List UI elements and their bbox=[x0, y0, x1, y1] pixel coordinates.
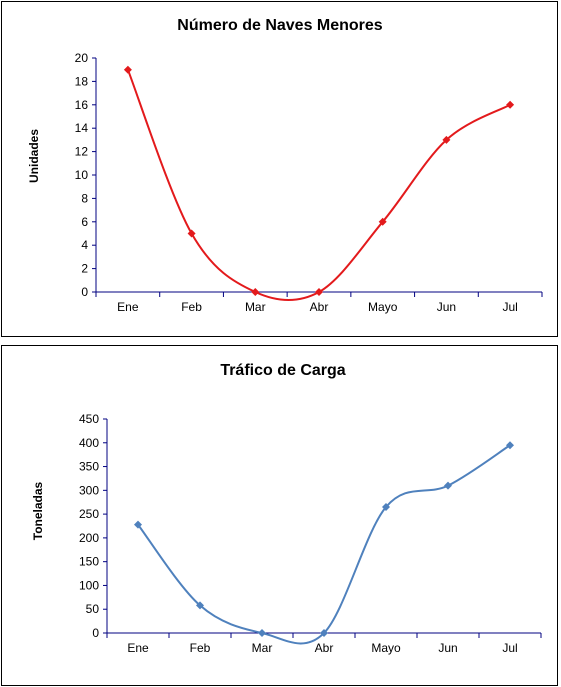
y-tick-label: 4 bbox=[81, 238, 88, 252]
series-line bbox=[126, 69, 511, 302]
y-tick-label: 12 bbox=[75, 145, 89, 159]
y-tick-label: 350 bbox=[79, 460, 99, 474]
x-tick-label: Mayo bbox=[368, 300, 398, 314]
x-tick-label: Ene bbox=[127, 641, 149, 655]
y-tick-label: 14 bbox=[75, 121, 89, 135]
data-point-marker bbox=[187, 229, 196, 238]
y-axis-label: Toneladas bbox=[31, 481, 45, 540]
data-point-marker bbox=[506, 441, 514, 450]
chart-naves-menores-plot: Número de Naves Menores Unidades 0 2 4 6 8 10… bbox=[27, 17, 543, 314]
data-point-marker bbox=[444, 481, 452, 490]
y-tick-label: 0 bbox=[81, 285, 88, 299]
data-point-marker bbox=[123, 65, 132, 74]
y-tick-label: 100 bbox=[79, 578, 99, 592]
y-tick-label: 20 bbox=[75, 51, 89, 65]
chart-naves-menores: Número de Naves Menores Unidades 0 2 4 6 8 10… bbox=[1, 1, 558, 337]
x-tick-label: Mar bbox=[245, 300, 266, 314]
data-point-marker bbox=[320, 629, 328, 637]
series-line bbox=[137, 444, 511, 645]
data-point-marker bbox=[506, 100, 515, 109]
y-tick-label: 18 bbox=[75, 74, 89, 88]
y-tick-label: 250 bbox=[79, 507, 99, 521]
x-tick-label: Abr bbox=[310, 300, 329, 314]
x-tick-label: Mayo bbox=[371, 641, 401, 655]
data-point-marker bbox=[378, 217, 387, 226]
x-tick-label: Jun bbox=[438, 641, 457, 655]
x-tick-label: Jul bbox=[502, 300, 517, 314]
chart-title: Número de Naves Menores bbox=[177, 17, 383, 34]
x-tick-label: Feb bbox=[190, 641, 211, 655]
x-tick-label: Feb bbox=[181, 300, 202, 314]
data-point-marker bbox=[315, 288, 323, 296]
x-tick-label: Ene bbox=[117, 300, 139, 314]
chart-trafico-carga-plot: Tráfico de Carga Toneladas 0 50 100 150 200 2… bbox=[31, 362, 542, 655]
data-point-marker bbox=[382, 503, 390, 511]
y-tick-label: 300 bbox=[79, 483, 99, 497]
x-tick-label: Jul bbox=[502, 641, 517, 655]
x-tick-label: Mar bbox=[252, 641, 273, 655]
x-tick-label: Jun bbox=[437, 300, 456, 314]
y-tick-label: 450 bbox=[79, 412, 99, 426]
chart-title: Tráfico de Carga bbox=[220, 362, 345, 379]
y-axis-label: Unidades bbox=[27, 129, 41, 183]
y-tick-label: 50 bbox=[86, 602, 100, 616]
data-point-marker bbox=[251, 288, 260, 296]
y-tick-label: 2 bbox=[81, 262, 88, 276]
y-tick-label: 150 bbox=[79, 555, 99, 569]
y-tick-label: 400 bbox=[79, 436, 99, 450]
chart-trafico-carga: Tráfico de Carga Toneladas 0 50 100 150 200 2… bbox=[1, 345, 558, 686]
x-tick-label: Abr bbox=[315, 641, 334, 655]
y-tick-label: 16 bbox=[75, 98, 89, 112]
y-tick-label: 8 bbox=[81, 191, 88, 205]
y-tick-label: 10 bbox=[75, 168, 89, 182]
data-point-marker bbox=[134, 520, 142, 529]
data-point-marker bbox=[442, 135, 451, 144]
data-point-marker bbox=[258, 629, 266, 637]
y-tick-label: 200 bbox=[79, 531, 99, 545]
y-tick-label: 0 bbox=[92, 626, 99, 640]
y-tick-label: 6 bbox=[81, 215, 88, 229]
data-point-marker bbox=[196, 601, 204, 610]
